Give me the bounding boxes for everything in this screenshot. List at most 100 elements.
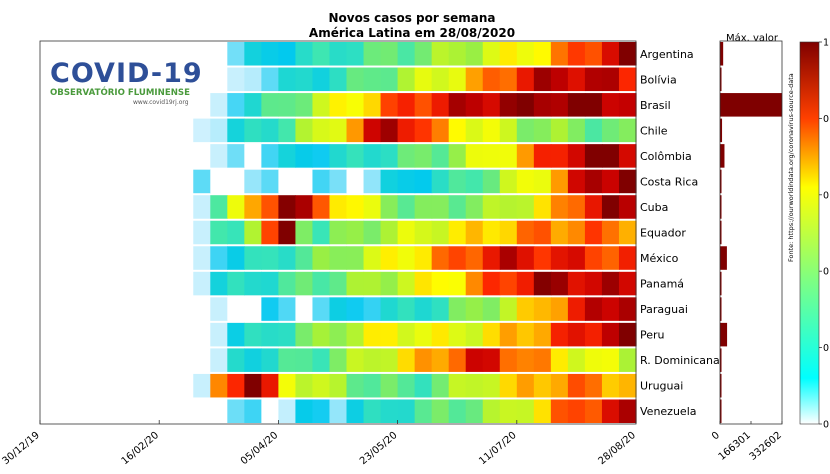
heatmap-cell: [448, 373, 467, 398]
heatmap-cell: [295, 399, 314, 423]
max-bar: [720, 118, 723, 143]
heatmap-cell: [499, 373, 518, 398]
heatmap-cell: [516, 42, 535, 66]
heatmap-cell: [346, 144, 365, 168]
max-bar: [720, 373, 722, 398]
heatmap-cell: [329, 373, 348, 398]
heatmap-cell: [278, 118, 297, 143]
heatmap-cell: [533, 271, 552, 296]
heatmap-cell: [363, 118, 382, 143]
heatmap-cell: [397, 220, 416, 245]
row-label: Colômbia: [640, 150, 692, 163]
heatmap-cell: [244, 93, 262, 117]
heatmap-cell: [295, 297, 314, 321]
heatmap-cell: [584, 373, 603, 398]
heatmap-cell: [380, 399, 399, 423]
heatmap-cell: [533, 195, 552, 219]
row-label: Chile: [640, 124, 668, 137]
heatmap-cell: [227, 271, 245, 296]
heatmap-cell: [414, 42, 433, 66]
heatmap-cell: [431, 118, 450, 143]
heatmap-cell: [244, 373, 262, 398]
colorbar-tick-label: 1: [823, 38, 829, 49]
heatmap-cell: [193, 399, 211, 423]
heatmap-cell: [618, 220, 637, 245]
heatmap-cell: [584, 118, 603, 143]
heatmap-cell: [414, 399, 433, 423]
heatmap-cell: [482, 322, 501, 347]
heatmap-cell: [499, 118, 518, 143]
heatmap-cell: [618, 399, 637, 423]
heatmap-cell: [499, 220, 518, 245]
heatmap-cell: [567, 322, 586, 347]
heatmap-cell: [312, 169, 331, 194]
heatmap-cell: [397, 271, 416, 296]
heatmap-cell: [346, 348, 365, 372]
heatmap-cell: [278, 373, 297, 398]
heatmap-cell: [601, 246, 620, 270]
heatmap-cell: [499, 297, 518, 321]
heatmap-cell: [380, 67, 399, 92]
row-label: Uruguai: [640, 380, 683, 393]
heatmap-cell: [295, 42, 314, 66]
heatmap-cell: [482, 118, 501, 143]
heatmap-cell: [397, 246, 416, 270]
heatmap-cell: [210, 42, 228, 66]
heatmap-cell: [193, 118, 211, 143]
heatmap-cell: [227, 348, 245, 372]
heatmap-cell: [346, 246, 365, 270]
heatmap-cell: [482, 93, 501, 117]
heatmap-cell: [312, 399, 331, 423]
heatmap-cell: [244, 220, 262, 245]
heatmap-cell: [380, 297, 399, 321]
heatmap-cell: [346, 373, 365, 398]
heatmap-cell: [567, 246, 586, 270]
x-ticks: 30/12/19 16/02/20 05/04/20 23/05/20 11/07/20…: [0, 420, 638, 467]
row-labels: Argentina Bolívia Brasil Chile Colômbia Costa…: [640, 48, 720, 418]
heatmap-cell: [346, 297, 365, 321]
x-tick-label: 11/07/20: [477, 430, 518, 467]
heatmap-cell: [618, 67, 637, 92]
heatmap-cell: [448, 118, 467, 143]
heatmap-cell: [414, 93, 433, 117]
heatmap-cell: [584, 67, 603, 92]
max-tick-label: 0: [710, 430, 722, 443]
heatmap-cell: [533, 220, 552, 245]
heatmap-cell: [227, 42, 245, 66]
heatmap-cell: [193, 220, 211, 245]
heatmap-cell: [397, 373, 416, 398]
heatmap-cell: [618, 297, 637, 321]
heatmap-cell: [465, 93, 484, 117]
heatmap-cell: [431, 373, 450, 398]
heatmap-cell: [431, 322, 450, 347]
heatmap-cell: [278, 246, 297, 270]
heatmap-cell: [533, 322, 552, 347]
row-label: Cuba: [640, 201, 668, 214]
heatmap-cell: [533, 348, 552, 372]
heatmap-cell: [499, 348, 518, 372]
heatmap-cell: [465, 118, 484, 143]
heatmap-cell: [244, 297, 262, 321]
heatmap-cell: [516, 246, 535, 270]
heatmap-cell: [346, 399, 365, 423]
heatmap-cell: [227, 322, 245, 347]
heatmap-cell: [397, 118, 416, 143]
heatmap-cell: [431, 297, 450, 321]
heatmap-cell: [465, 144, 484, 168]
heatmap-cell: [414, 271, 433, 296]
heatmap-cell: [618, 118, 637, 143]
heatmap-cell: [414, 246, 433, 270]
heatmap-cell: [193, 169, 211, 194]
row-label: Venezuela: [640, 405, 697, 418]
heatmap-cell: [380, 169, 399, 194]
heatmap-cell: [210, 195, 228, 219]
heatmap-cell: [210, 348, 228, 372]
heatmap-cell: [380, 322, 399, 347]
x-tick-label: 16/02/20: [120, 430, 161, 467]
heatmap-cell: [329, 118, 348, 143]
heatmap-cell: [601, 42, 620, 66]
heatmap-cell: [431, 348, 450, 372]
heatmap-cell: [516, 118, 535, 143]
heatmap-cell: [533, 144, 552, 168]
heatmap-cell: [278, 195, 297, 219]
